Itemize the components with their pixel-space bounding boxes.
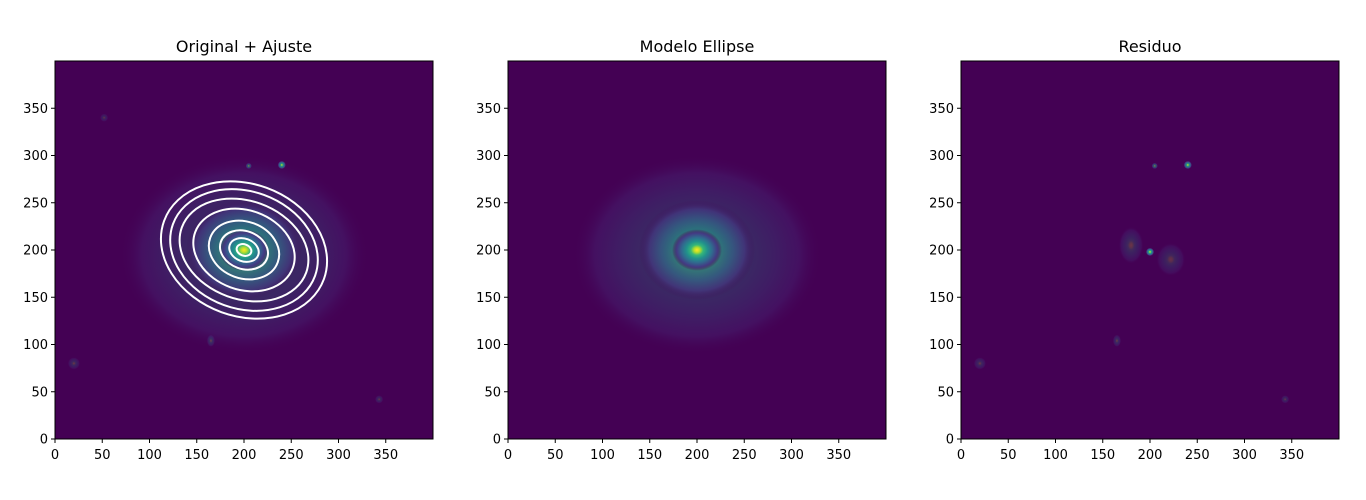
panel-1: Original + Ajuste 0 50 100 150 200 250 300 350 0 5…: [23, 37, 434, 463]
panel-3: Residuo 0 50 100 150 200 250 300 350 0 50 100 150 200…: [929, 37, 1340, 463]
x-tick-label: 200: [685, 448, 710, 463]
x-tick-label: 100: [590, 448, 615, 463]
x-tick-label: 100: [1043, 448, 1068, 463]
panel-title: Residuo: [1118, 37, 1181, 56]
x-tick-label: 150: [184, 448, 209, 463]
y-tick-label: 50: [937, 385, 954, 400]
light-source: [1151, 162, 1158, 170]
isophote-contour: [159, 180, 329, 320]
light-source: [1118, 226, 1144, 264]
light-source: [1145, 247, 1155, 257]
light-source: [1280, 395, 1290, 404]
x-tick-label: 0: [51, 448, 59, 463]
x-tick-label: 350: [826, 448, 851, 463]
light-source: [99, 113, 109, 122]
y-tick-label: 350: [23, 102, 48, 117]
isophote-contour: [192, 207, 296, 293]
y-tick-label: 100: [929, 338, 954, 353]
x-tick-label: 0: [957, 448, 965, 463]
x-tick-label: 300: [1232, 448, 1257, 463]
light-source: [1156, 242, 1186, 277]
x-tick-label: 200: [232, 448, 257, 463]
y-tick-label: 350: [929, 102, 954, 117]
x-tick-label: 350: [1279, 448, 1304, 463]
x-tick-label: 300: [779, 448, 804, 463]
x-tick-label: 150: [1090, 448, 1115, 463]
x-tick-label: 350: [373, 448, 398, 463]
y-tick-label: 250: [23, 196, 48, 211]
y-tick-label: 0: [946, 433, 954, 448]
isophote-contour: [228, 237, 260, 263]
y-tick-label: 350: [476, 102, 501, 117]
y-tick-label: 300: [23, 149, 48, 164]
x-tick-label: 250: [279, 448, 304, 463]
image-area: [508, 61, 886, 439]
image-area: [55, 61, 433, 439]
y-tick-label: 250: [929, 196, 954, 211]
x-tick-label: 100: [137, 448, 162, 463]
light-source: [245, 162, 252, 170]
x-tick-label: 250: [1185, 448, 1210, 463]
y-tick-label: 50: [484, 385, 501, 400]
isophote-contour: [178, 197, 310, 303]
image-area: [961, 61, 1339, 439]
y-tick-label: 300: [476, 149, 501, 164]
x-tick-label: 150: [637, 448, 662, 463]
light-source: [206, 334, 216, 347]
isophote-contour: [219, 229, 269, 271]
y-tick-label: 0: [493, 433, 501, 448]
light-source: [973, 357, 987, 370]
y-tick-label: 200: [23, 244, 48, 259]
y-tick-label: 150: [929, 291, 954, 306]
panel-title: Original + Ajuste: [176, 37, 312, 56]
y-tick-label: 300: [929, 149, 954, 164]
y-tick-label: 200: [929, 244, 954, 259]
isophote-contour: [169, 188, 319, 312]
isophote-contour: [207, 219, 281, 281]
y-tick-label: 200: [476, 244, 501, 259]
y-tick-label: 50: [31, 385, 48, 400]
isophote-contour: [235, 243, 253, 257]
x-tick-label: 200: [1138, 448, 1163, 463]
x-tick-label: 50: [94, 448, 111, 463]
light-source: [1112, 334, 1122, 347]
light-source: [672, 229, 722, 271]
y-tick-label: 250: [476, 196, 501, 211]
y-tick-label: 100: [23, 338, 48, 353]
x-tick-label: 0: [504, 448, 512, 463]
light-source: [67, 357, 81, 370]
y-tick-label: 0: [40, 433, 48, 448]
light-source: [1183, 160, 1192, 170]
panel-2: Modelo Ellipse 0 50 100 150 200 250 300 350 0 50 10…: [476, 37, 887, 463]
light-source: [277, 160, 286, 170]
y-tick-label: 150: [476, 291, 501, 306]
light-source: [374, 395, 384, 404]
light-source: [219, 229, 269, 271]
y-tick-label: 150: [23, 291, 48, 306]
x-tick-label: 250: [732, 448, 757, 463]
x-tick-label: 50: [547, 448, 564, 463]
panel-title: Modelo Ellipse: [640, 37, 755, 56]
x-tick-label: 50: [1000, 448, 1017, 463]
y-tick-label: 100: [476, 338, 501, 353]
x-tick-label: 300: [326, 448, 351, 463]
